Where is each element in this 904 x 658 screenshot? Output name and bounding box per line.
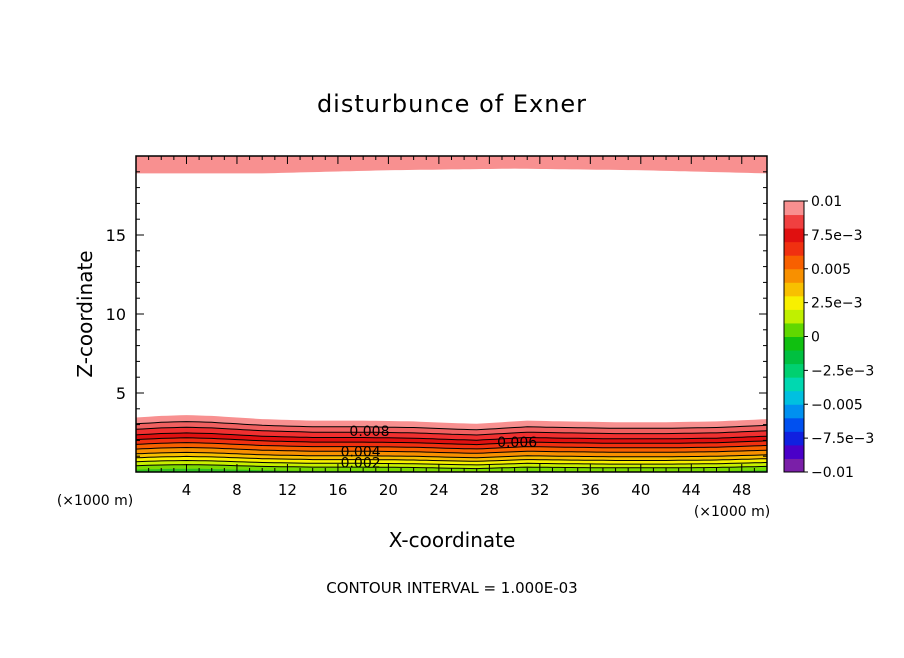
colorbar-swatch <box>784 309 804 324</box>
x-unit-note-right: (×1000 m) <box>694 504 770 520</box>
contour-line-10 <box>135 421 768 431</box>
x-tick-label: 36 <box>581 481 600 499</box>
colorbar-labels: 0.01 7.5e−3 0.005 2.5e−3 0 −2.5e−3 −0.005 −7.5e… <box>804 194 874 481</box>
chart-title: disturbunce of Exner <box>317 90 587 118</box>
colorbar-swatch <box>784 268 804 283</box>
colorbar-swatch <box>784 255 804 270</box>
contour-line-2 <box>135 459 768 466</box>
y-tick-label: 5 <box>116 384 126 403</box>
contour-line-7 <box>135 437 768 446</box>
x-tick-label: 4 <box>182 481 192 499</box>
colorbar-label: 2.5e−3 <box>811 296 863 312</box>
colorbar-label: 0.01 <box>811 194 842 210</box>
contour-label: 0.004 <box>341 444 381 460</box>
contour-label: 0.006 <box>497 435 537 451</box>
x-axis-ticks: 4 8 12 16 20 24 28 32 36 40 44 48 <box>148 156 755 499</box>
x-axis-label: X-coordinate <box>389 528 516 552</box>
colorbar-label: −0.005 <box>811 397 863 413</box>
colorbar-label: 0 <box>811 330 820 346</box>
contour-line-4 <box>135 451 768 459</box>
colorbar-swatch <box>784 201 804 216</box>
y-tick-label: 15 <box>106 226 126 245</box>
x-tick-label: 24 <box>429 481 448 499</box>
contour-line-3 <box>135 455 768 462</box>
colorbar-swatch <box>784 417 804 432</box>
colorbar-swatch <box>784 363 804 378</box>
x-tick-label: 8 <box>232 481 242 499</box>
top-boundary-band <box>136 156 767 174</box>
colorbar-label: −7.5e−3 <box>811 431 874 447</box>
colorbar-swatch <box>784 377 804 392</box>
x-tick-label: 32 <box>530 481 549 499</box>
x-tick-label: 20 <box>379 481 398 499</box>
contour-band-0 <box>136 468 767 472</box>
colorbar <box>783 200 805 473</box>
y-tick-label: 10 <box>106 305 126 324</box>
colorbar-swatch <box>784 295 804 310</box>
colorbar-swatch <box>784 431 804 446</box>
x-unit-note-left: (×1000 m) <box>57 493 133 509</box>
contour-interval-footer: CONTOUR INTERVAL = 1.000E-03 <box>326 579 577 597</box>
colorbar-swatch <box>784 458 804 473</box>
x-tick-label: 40 <box>631 481 650 499</box>
contour-fills <box>136 156 767 472</box>
colorbar-swatch <box>784 322 804 337</box>
colorbar-label: −0.01 <box>811 465 854 481</box>
colorbar-swatch <box>784 241 804 256</box>
colorbar-swatch <box>784 404 804 419</box>
colorbar-swatch <box>784 390 804 405</box>
contour-line-5 <box>135 446 768 454</box>
colorbar-label: 0.005 <box>811 262 851 278</box>
x-tick-label: 28 <box>480 481 499 499</box>
x-tick-label: 12 <box>278 481 297 499</box>
contour-line-8 <box>135 432 768 441</box>
colorbar-swatch <box>784 228 804 243</box>
contour-label: 0.002 <box>341 456 381 472</box>
colorbar-swatch <box>784 336 804 351</box>
colorbar-label: 7.5e−3 <box>811 228 863 244</box>
x-tick-label: 44 <box>682 481 701 499</box>
y-axis-ticks: 5 10 15 <box>106 171 767 457</box>
x-tick-label: 16 <box>328 481 347 499</box>
contour-lines <box>135 421 768 470</box>
x-tick-label: 48 <box>732 481 751 499</box>
colorbar-swatch <box>784 214 804 229</box>
colorbar-swatch <box>784 444 804 459</box>
contour-line-9 <box>135 426 768 436</box>
contour-line-6 <box>135 442 768 450</box>
colorbar-label: −2.5e−3 <box>811 363 874 379</box>
y-axis-label: Z-coordinate <box>73 250 97 377</box>
colorbar-swatch <box>784 350 804 365</box>
contour-label: 0.008 <box>349 424 389 440</box>
colorbar-swatch <box>784 282 804 297</box>
